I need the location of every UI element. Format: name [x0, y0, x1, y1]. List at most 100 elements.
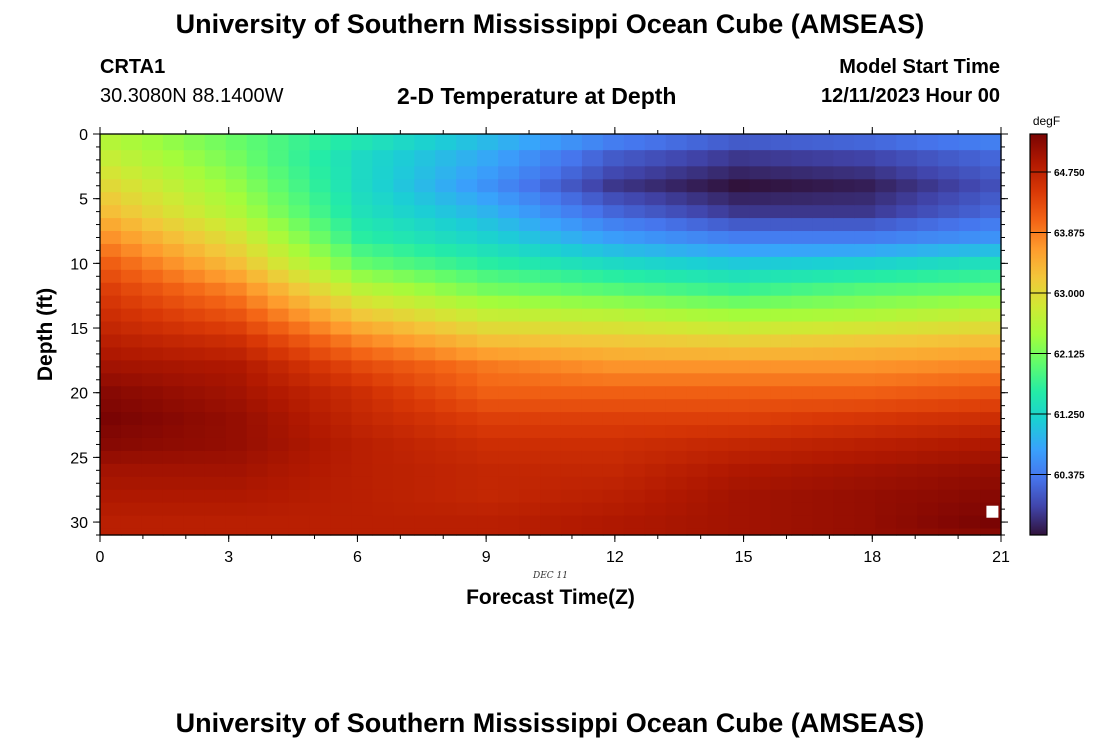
heatmap-cell [351, 243, 373, 258]
heatmap-cell [602, 463, 625, 478]
heatmap-cell [791, 269, 814, 284]
heatmap-cell [833, 256, 855, 271]
heatmap-cell [204, 243, 227, 258]
heatmap-cell [225, 243, 248, 258]
heatmap-cell [267, 412, 290, 426]
heatmap-cell [728, 308, 751, 323]
heatmap-cell [728, 515, 751, 530]
heatmap-cell [560, 269, 583, 284]
heatmap-cell [602, 166, 625, 180]
heatmap-cell [120, 334, 143, 349]
heatmap-cell [477, 269, 499, 284]
heatmap-cell [980, 334, 1002, 349]
heatmap-cell [477, 308, 499, 323]
heatmap-cell [120, 231, 143, 245]
heatmap-cell [560, 412, 583, 426]
heatmap-cell [204, 476, 227, 491]
heatmap-cell [581, 489, 604, 504]
heatmap-cell [959, 450, 981, 465]
heatmap-cell [686, 205, 709, 219]
heatmap-cell [141, 295, 164, 310]
heatmap-cell [791, 476, 814, 491]
heatmap-cell [372, 489, 394, 504]
heatmap-cell [393, 373, 415, 387]
heatmap-cell [141, 347, 164, 361]
heatmap-cell [665, 463, 688, 478]
heatmap-cell [141, 308, 164, 323]
heatmap-cell [812, 528, 834, 536]
colorbar-tick-label: 61.250 [1054, 410, 1085, 421]
heatmap-cell [477, 360, 499, 374]
heatmap-cell [833, 373, 855, 387]
heatmap-cell [162, 412, 185, 426]
heatmap-cell [309, 412, 332, 426]
heatmap-cell [309, 502, 332, 517]
heatmap-cell [959, 205, 981, 219]
heatmap-cell [162, 205, 185, 219]
heatmap-cell [917, 179, 939, 193]
heatmap-cell [225, 134, 248, 151]
heatmap-cell [938, 476, 960, 491]
heatmap-cell [938, 450, 960, 465]
heatmap-cell [833, 205, 855, 219]
heatmap-cell [477, 218, 499, 232]
heatmap-cell [686, 334, 709, 349]
heatmap-cell [980, 256, 1002, 271]
heatmap-cell [644, 231, 667, 245]
heatmap-cell [183, 399, 206, 413]
heatmap-cell [938, 150, 960, 167]
heatmap-cell [833, 528, 855, 536]
heatmap-cell [330, 334, 353, 349]
heatmap-cell [309, 295, 332, 310]
heatmap-cell [267, 282, 290, 297]
heatmap-cell [540, 150, 562, 167]
heatmap-cell [372, 256, 394, 271]
heatmap-cell [498, 192, 520, 206]
heatmap-cell [309, 134, 332, 151]
heatmap-cell [875, 334, 897, 349]
heatmap-cell [288, 334, 311, 349]
heatmap-cell [519, 476, 541, 491]
heatmap-cell [162, 347, 185, 361]
heatmap-cell [896, 269, 918, 284]
heatmap-cell [665, 489, 688, 504]
heatmap-cell [225, 218, 248, 232]
heatmap-cell [330, 321, 353, 336]
heatmap-cell [686, 231, 709, 245]
heatmap-cell [141, 321, 164, 336]
heatmap-cell [309, 386, 332, 400]
heatmap-cell [498, 386, 520, 400]
heatmap-cell [812, 179, 834, 193]
heatmap-cell [707, 360, 730, 374]
heatmap-cell [162, 321, 185, 336]
heatmap-cell [519, 256, 541, 271]
heatmap-cell [141, 515, 164, 530]
heatmap-cell [938, 515, 960, 530]
heatmap-cell [204, 256, 227, 271]
heatmap-cell [791, 360, 814, 374]
heatmap-cell [791, 425, 814, 439]
heatmap-cell [100, 412, 122, 426]
heatmap-cell [288, 134, 311, 151]
heatmap-cell [100, 269, 122, 284]
heatmap-cell [686, 243, 709, 258]
heatmap-cell [854, 192, 876, 206]
heatmap-cell [498, 269, 520, 284]
heatmap-cell [204, 321, 227, 336]
heatmap-cell [791, 450, 814, 465]
heatmap-cell [393, 515, 415, 530]
heatmap-cell [854, 425, 876, 439]
heatmap-cell [540, 269, 562, 284]
heatmap-cell [372, 360, 394, 374]
heatmap-cell [540, 243, 562, 258]
colorbar-tick-label: 63.875 [1054, 229, 1085, 240]
heatmap-cell [477, 256, 499, 271]
heatmap-cell [581, 412, 604, 426]
heatmap-cell [414, 515, 436, 530]
heatmap-cell [330, 243, 353, 258]
heatmap-cell [938, 334, 960, 349]
heatmap-cell [288, 269, 311, 284]
heatmap-cell [917, 399, 939, 413]
heatmap-cell [477, 295, 499, 310]
heatmap-cell [644, 134, 667, 151]
